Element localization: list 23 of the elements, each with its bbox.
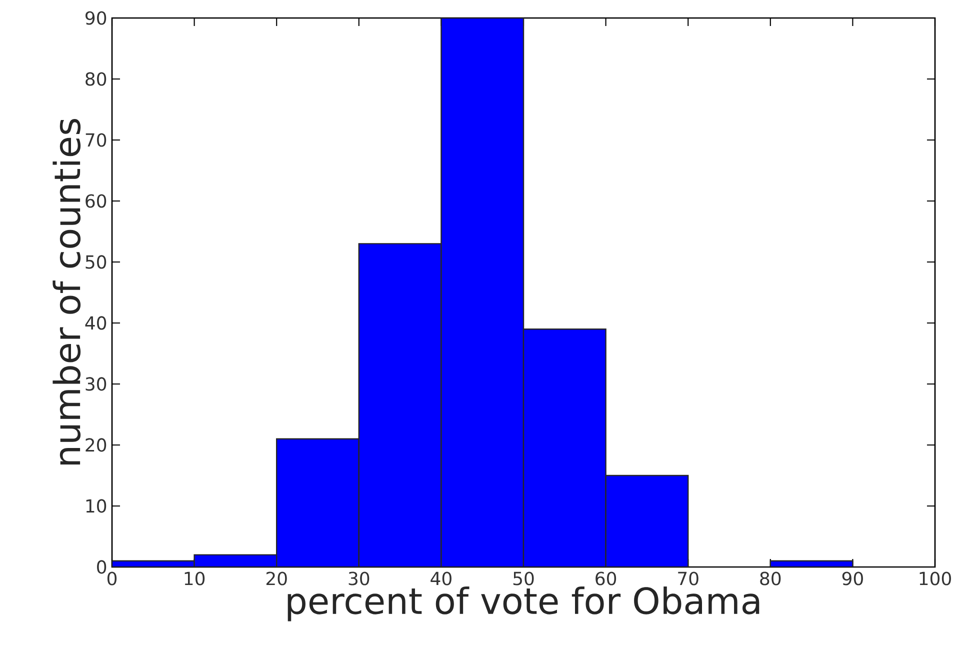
x-tick-label: 20 xyxy=(266,572,287,586)
y-tick-label: 30 xyxy=(86,377,106,391)
x-tick-label: 100 xyxy=(920,572,951,586)
y-tick-label: 10 xyxy=(86,499,106,513)
x-tick-label: 60 xyxy=(596,572,616,586)
x-axis-title: percent of vote for Obama xyxy=(288,586,760,622)
y-tick-label: 0 xyxy=(97,560,106,574)
x-tick-label: 80 xyxy=(760,572,781,586)
x-tick-label: 90 xyxy=(842,572,863,586)
x-tick-label: 50 xyxy=(513,572,534,586)
y-tick-label: 80 xyxy=(86,72,106,86)
x-tick-label: 40 xyxy=(430,572,452,586)
x-tick-label: 70 xyxy=(678,572,698,586)
x-tick-label: 10 xyxy=(184,572,205,586)
x-tick-label: 30 xyxy=(348,572,370,586)
y-tick-label: 50 xyxy=(86,255,106,269)
y-tick-label: 90 xyxy=(86,11,106,25)
y-tick-label: 20 xyxy=(86,438,106,452)
y-tick-label: 40 xyxy=(85,316,106,330)
y-tick-label: 70 xyxy=(86,133,106,147)
y-tick-label: 60 xyxy=(86,194,106,208)
x-tick-label: 0 xyxy=(107,572,117,586)
y-axis-title: number of counties xyxy=(52,118,81,465)
